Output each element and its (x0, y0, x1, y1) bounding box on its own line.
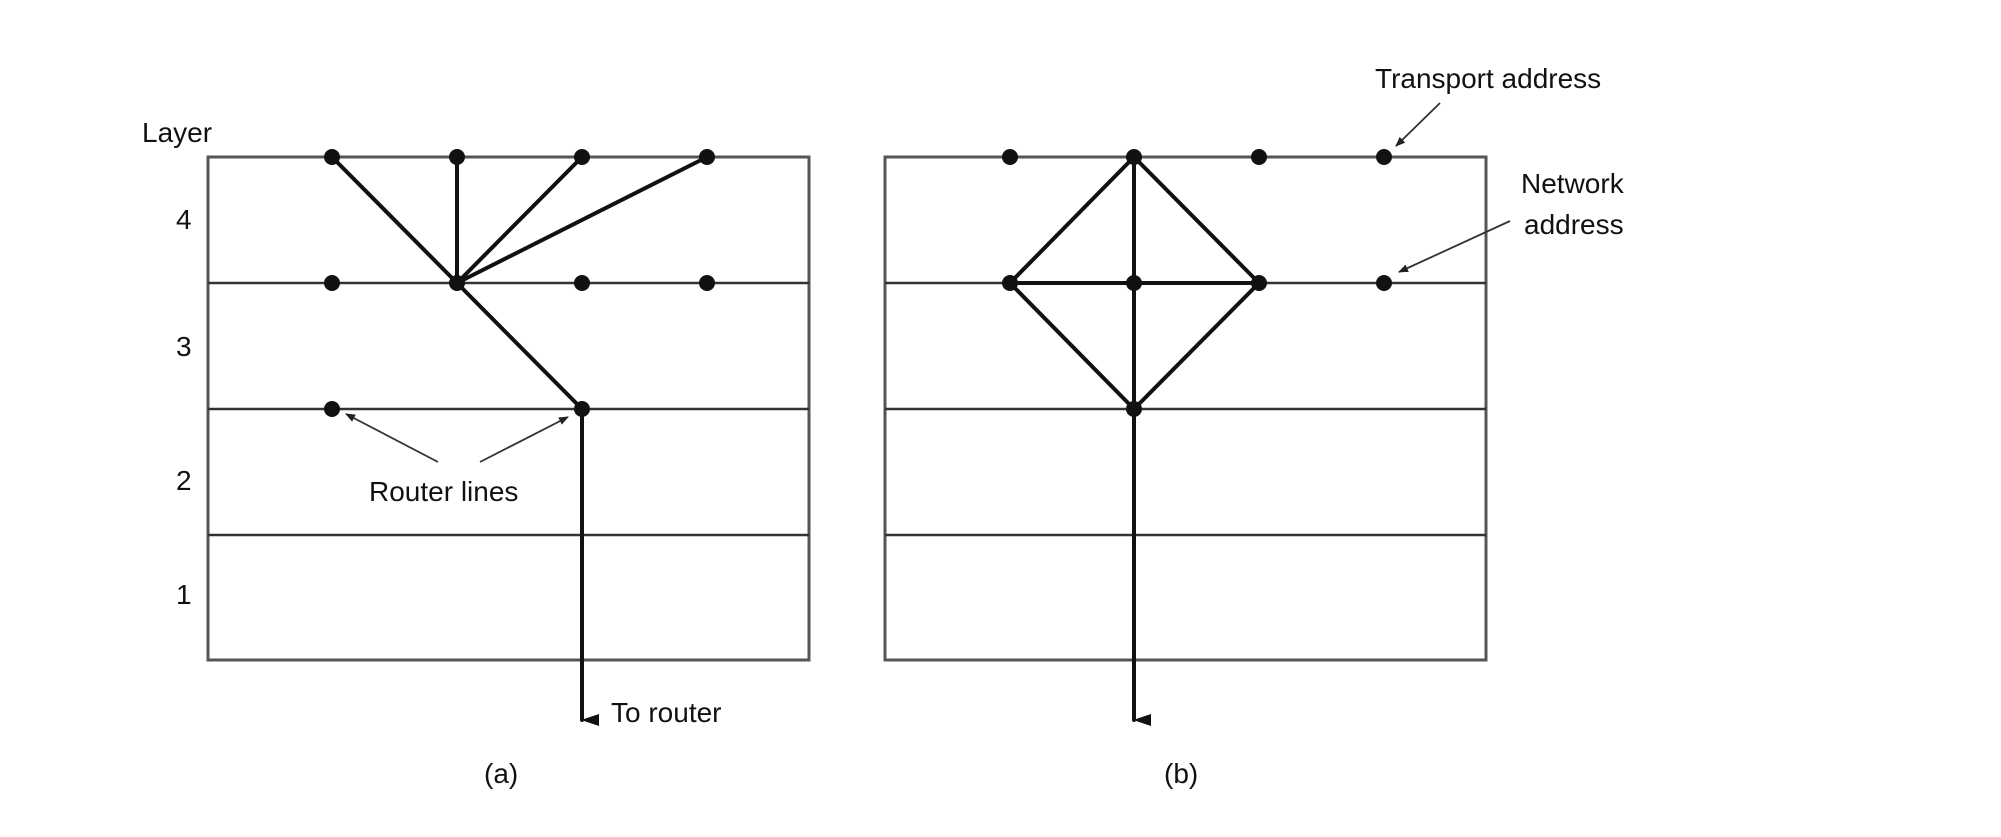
panel-a-node (574, 149, 590, 165)
layer-3-label: 3 (176, 331, 192, 362)
panel-a-edge (455, 155, 584, 285)
panel-b-edge (1132, 281, 1261, 411)
panel-a-node (324, 275, 340, 291)
layer-1-label: 1 (176, 579, 192, 610)
panel-a-caption: (a) (484, 758, 518, 789)
panel-b-node (1126, 401, 1142, 417)
panel-b-caption: (b) (1164, 758, 1198, 789)
panel-a-node (574, 401, 590, 417)
panel-b-node (1376, 149, 1392, 165)
panel-a-node (449, 149, 465, 165)
panel-b-node (1376, 275, 1392, 291)
panel-a-node (449, 275, 465, 291)
panel-a-node (324, 401, 340, 417)
to-router-label: To router (611, 697, 722, 728)
layer-4-label: 4 (176, 204, 192, 235)
transport-address-label: Transport address (1375, 63, 1601, 94)
panel-b-node (1251, 149, 1267, 165)
panel-b-edge (1008, 155, 1136, 285)
panel-a-edge (455, 281, 584, 411)
transport-address-pointer (1395, 102, 1441, 147)
panel-a-node (699, 149, 715, 165)
panel-b: Transport address Network address (b) (883, 63, 1625, 789)
network-address-label-line2: address (1524, 209, 1624, 240)
layer-heading: Layer (142, 117, 212, 148)
panel-a-edge (455, 155, 709, 285)
panel-b-edge (1132, 155, 1261, 285)
panel-b-node (1126, 275, 1142, 291)
panel-b-node (1002, 149, 1018, 165)
panel-a-node (574, 275, 590, 291)
panel-a-node (324, 149, 340, 165)
panel-a-edge (330, 155, 459, 285)
panel-a-node (699, 275, 715, 291)
router-lines-pointer (479, 416, 569, 463)
panel-a: Router lines To router (a) (206, 149, 811, 789)
panel-b-node (1126, 149, 1142, 165)
network-address-label-line1: Network (1521, 168, 1625, 199)
panel-b-edge (1008, 281, 1136, 411)
router-lines-pointer (345, 413, 439, 463)
network-address-pointer (1398, 220, 1511, 273)
layer-2-label: 2 (176, 465, 192, 496)
panel-b-node (1002, 275, 1018, 291)
panel-b-node (1251, 275, 1267, 291)
router-lines-label: Router lines (369, 476, 518, 507)
